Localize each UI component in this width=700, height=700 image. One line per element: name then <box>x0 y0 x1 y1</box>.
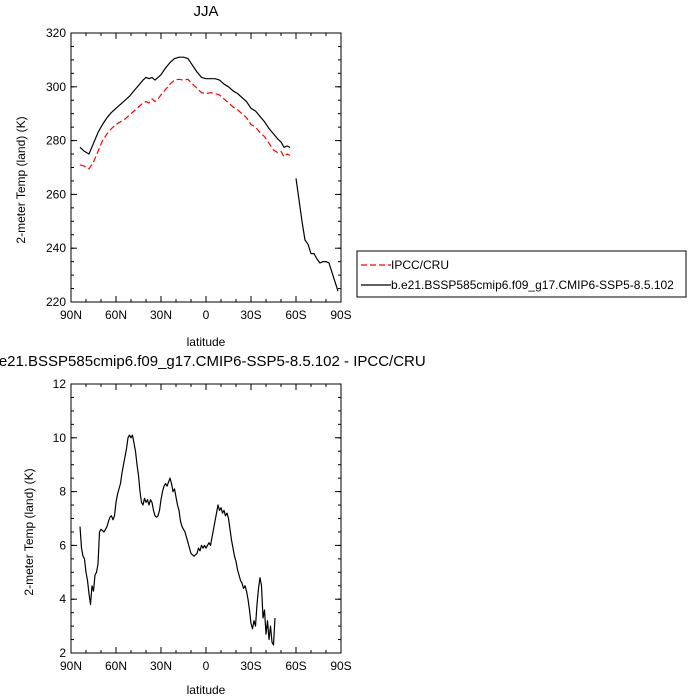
top-series-1-line-1 <box>295 178 339 292</box>
bottom-x-axis-label: latitude <box>187 683 226 697</box>
top-chart-title: JJA <box>193 3 218 20</box>
legend-label-model: b.e21.BSSP585cmip6.f09_g17.CMIP6-SSP5-8.… <box>391 278 674 292</box>
bottom-plot-frame <box>70 383 342 654</box>
top-y-tick-label: 240 <box>46 241 66 255</box>
bottom-y-axis-label: 2-meter Temp (land) (K) <box>22 468 36 595</box>
bottom-x-tick-label: 60S <box>285 659 306 673</box>
bottom-chart-title: b.e21.BSSP585cmip6.f09_g17.CMIP6-SSP5-8.… <box>0 353 426 370</box>
bottom-y-tick-label: 4 <box>59 592 66 606</box>
legend-label-ipcc-cru: IPCC/CRU <box>391 258 449 272</box>
bottom-y-tick-label: 2 <box>59 646 66 660</box>
top-x-tick-label: 60S <box>285 308 306 322</box>
top-x-tick-label: 60N <box>105 308 127 322</box>
top-series-1-line-0 <box>79 56 291 155</box>
bottom-series-0-line-0 <box>79 434 276 646</box>
top-x-tick-label: 90S <box>330 308 351 322</box>
top-x-tick-label: 30N <box>150 308 172 322</box>
bottom-x-tick-label: 30N <box>150 659 172 673</box>
top-x-tick-label: 0 <box>203 308 210 322</box>
bottom-x-tick-label: 0 <box>203 659 210 673</box>
bottom-x-tick-label: 90S <box>330 659 351 673</box>
top-series-0-line-0 <box>79 78 291 170</box>
bottom-x-tick-label: 90N <box>60 659 82 673</box>
top-y-tick-label: 320 <box>46 26 66 40</box>
top-y-tick-label: 260 <box>46 187 66 201</box>
top-x-axis-label: latitude <box>187 335 226 349</box>
top-y-tick-label: 300 <box>46 80 66 94</box>
bottom-plot-area: 90N 60N 30N 0 30S 60S 90S 2 4 6 8 10 12 <box>53 377 352 673</box>
top-x-tick-label: 30S <box>240 308 261 322</box>
top-x-tick-label: 90N <box>60 308 82 322</box>
bottom-y-tick-label: 6 <box>59 538 66 552</box>
top-plot-frame <box>70 32 342 303</box>
top-y-tick-label: 280 <box>46 134 66 148</box>
bottom-y-tick-label: 12 <box>53 377 67 391</box>
top-panel: JJA 90N 60N 30N 0 30S 60S 90S 220 240 260 280 300 32… <box>14 3 352 349</box>
top-y-tick-label: 220 <box>46 295 66 309</box>
bottom-panel: b.e21.BSSP585cmip6.f09_g17.CMIP6-SSP5-8.… <box>0 353 426 697</box>
top-y-axis-label: 2-meter Temp (land) (K) <box>14 116 28 243</box>
bottom-x-tick-label: 30S <box>240 659 261 673</box>
bottom-y-tick-label: 10 <box>53 431 67 445</box>
legend-box <box>356 250 687 298</box>
top-plot-area: 90N 60N 30N 0 30S 60S 90S 220 240 260 280 300 320 <box>46 26 352 322</box>
legend: IPCC/CRU b.e21.BSSP585cmip6.f09_g17.CMIP… <box>356 250 687 298</box>
bottom-x-tick-label: 60N <box>105 659 127 673</box>
bottom-y-tick-label: 8 <box>59 485 66 499</box>
